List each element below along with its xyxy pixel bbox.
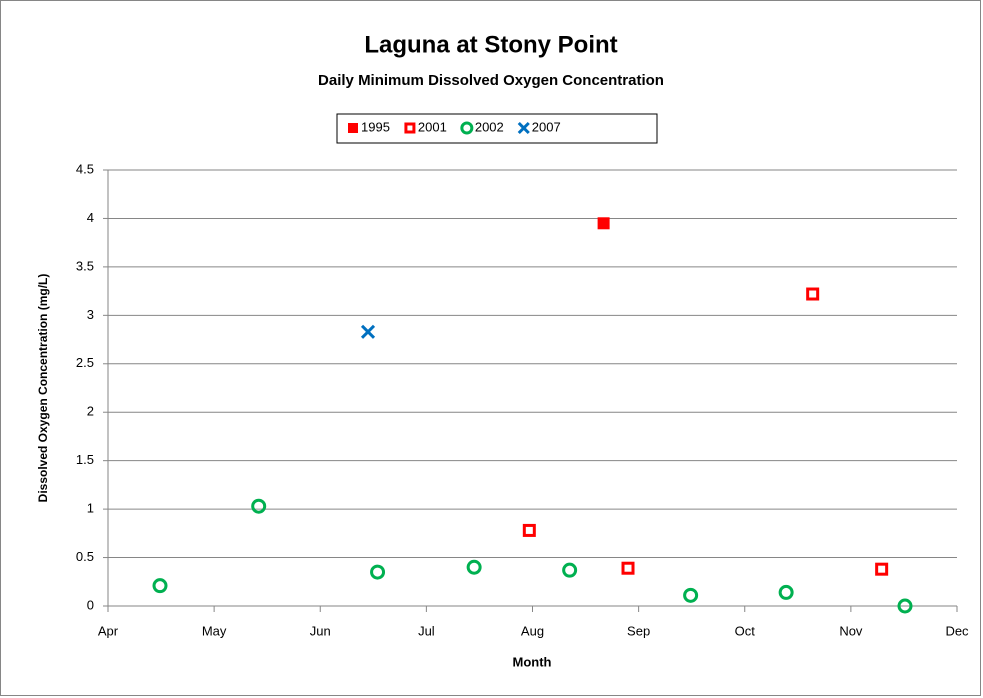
legend-label: 2007 — [532, 119, 561, 134]
marker — [466, 559, 482, 575]
marker — [152, 578, 168, 594]
legend-label: 2002 — [475, 119, 504, 134]
marker — [251, 498, 267, 514]
marker — [897, 598, 913, 614]
x-tick-label: Sep — [627, 623, 650, 638]
y-tick-label: 0 — [87, 597, 94, 612]
x-tick-label: Aug — [521, 623, 544, 638]
marker — [621, 561, 635, 575]
marker — [683, 587, 699, 603]
marker — [370, 564, 386, 580]
legend-box — [336, 113, 658, 144]
legend-marker — [517, 121, 530, 135]
legend-marker — [348, 123, 358, 133]
y-tick-label: 2.5 — [76, 355, 94, 370]
y-tick-label: 1 — [87, 501, 94, 516]
y-tick-label: 3 — [87, 307, 94, 322]
marker — [806, 287, 820, 301]
y-tick-label: 4.5 — [76, 161, 94, 176]
y-tick-label: 1.5 — [76, 452, 94, 467]
marker — [875, 562, 889, 576]
marker — [522, 523, 536, 537]
x-tick-label: Jun — [310, 623, 331, 638]
marker — [562, 562, 578, 578]
chart-title: Laguna at Stony Point — [364, 31, 617, 58]
y-axis-title: Dissolved Oxygen Concentration (mg/L) — [36, 274, 50, 503]
x-tick-label: Nov — [839, 623, 863, 638]
y-tick-label: 0.5 — [76, 549, 94, 564]
y-tick-label: 2 — [87, 404, 94, 419]
x-tick-label: Oct — [735, 623, 756, 638]
y-tick-label: 4 — [87, 210, 94, 225]
legend-label: 2001 — [418, 119, 447, 134]
x-tick-label: Apr — [98, 623, 119, 638]
marker — [597, 217, 610, 230]
x-tick-label: May — [202, 623, 227, 638]
marker — [778, 584, 794, 600]
legend-label: 1995 — [361, 119, 390, 134]
legend-marker — [404, 122, 416, 134]
x-axis-title: Month — [513, 654, 552, 669]
y-tick-label: 3.5 — [76, 258, 94, 273]
x-tick-label: Jul — [418, 623, 435, 638]
chart-subtitle: Daily Minimum Dissolved Oxygen Concentra… — [318, 72, 664, 89]
marker — [360, 324, 376, 339]
legend-marker — [460, 121, 474, 135]
x-tick-label: Dec — [945, 623, 969, 638]
